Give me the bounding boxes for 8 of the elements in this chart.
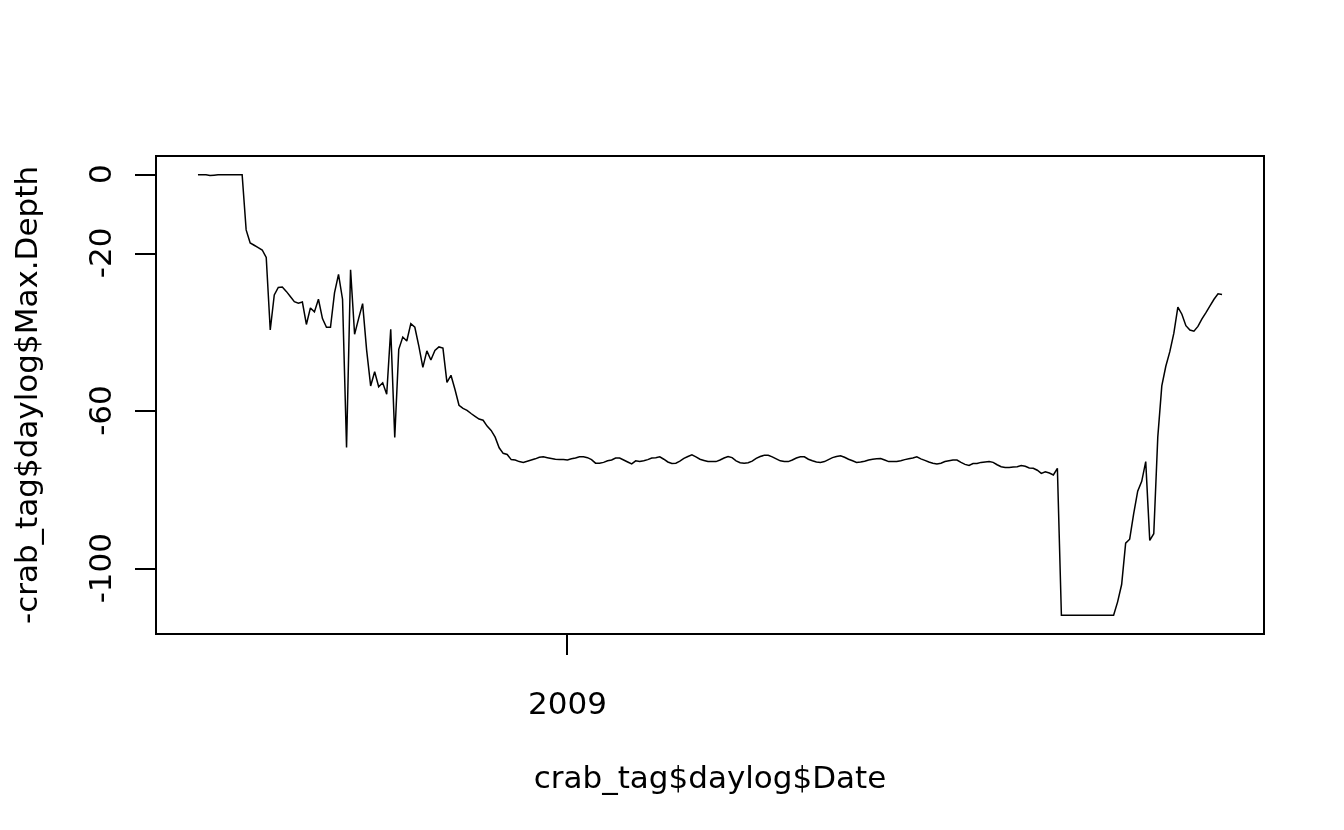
x-tick-label: 2009 [527,685,607,722]
y-tick-label: 0 [81,164,118,184]
x-axis-title: crab_tag$daylog$Date [533,758,887,795]
y-tick-label: -60 [81,385,118,436]
line-series [197,173,1223,617]
y-tick-label: -20 [81,227,118,279]
y-tick-label: -100 [81,532,118,604]
y-axis-title: -crab_tag$daylog$Max.Depth [7,165,44,625]
